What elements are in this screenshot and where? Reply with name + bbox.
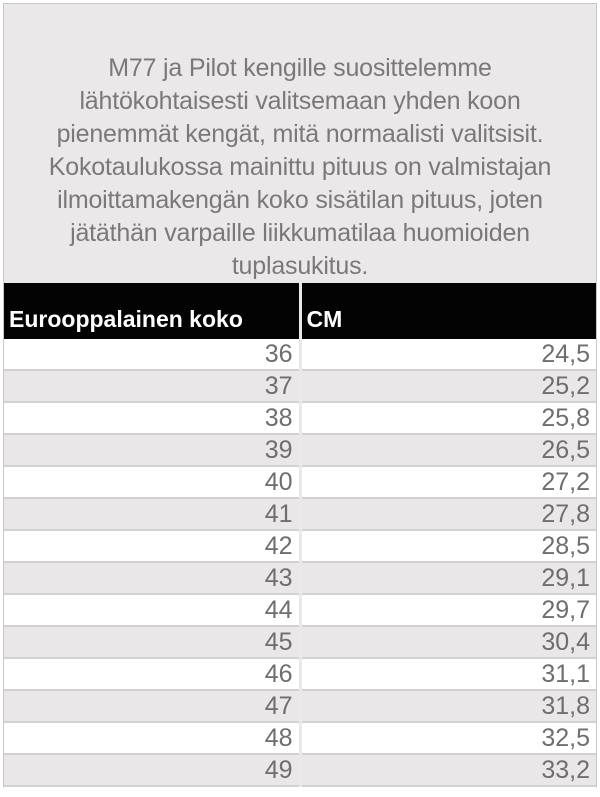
cm-cell: 27,8 (301, 497, 596, 529)
cm-cell: 29,7 (301, 593, 596, 625)
table-header-row: Eurooppalainen koko CM (4, 283, 596, 339)
cm-cell: 29,1 (301, 561, 596, 593)
european-size-cell: 38 (4, 401, 299, 433)
table-row: 41 27,8 (4, 497, 596, 529)
cm-cell: 31,8 (301, 689, 596, 721)
table-row: 39 26,5 (4, 433, 596, 465)
size-table-head: Eurooppalainen koko CM (4, 283, 596, 339)
table-row: 48 32,5 (4, 721, 596, 753)
cm-cell: 33,2 (301, 753, 596, 787)
table-row: 44 29,7 (4, 593, 596, 625)
european-size-cell: 37 (4, 369, 299, 401)
cm-cell: 31,1 (301, 657, 596, 689)
table-row: 49 33,2 (4, 753, 596, 787)
european-size-cell: 43 (4, 561, 299, 593)
european-size-cell: 44 (4, 593, 299, 625)
european-size-cell: 45 (4, 625, 299, 657)
table-row: 47 31,8 (4, 689, 596, 721)
table-row: 46 31,1 (4, 657, 596, 689)
cm-cell: 32,5 (301, 721, 596, 753)
cm-cell: 30,4 (301, 625, 596, 657)
cm-cell: 25,2 (301, 369, 596, 401)
cm-cell: 27,2 (301, 465, 596, 497)
size-table: Eurooppalainen koko CM 36 24,5 37 25,2 38 25,… (1, 283, 599, 787)
european-size-cell: 49 (4, 753, 299, 787)
european-size-cell: 39 (4, 433, 299, 465)
european-size-cell: 48 (4, 721, 299, 753)
cm-cell: 28,5 (301, 529, 596, 561)
european-size-cell: 42 (4, 529, 299, 561)
size-table-body: 36 24,5 37 25,2 38 25,8 39 26,5 40 27,2 41 27,8 42 28… (4, 339, 596, 787)
cm-cell: 26,5 (301, 433, 596, 465)
european-size-cell: 47 (4, 689, 299, 721)
european-size-cell: 41 (4, 497, 299, 529)
european-size-cell: 46 (4, 657, 299, 689)
table-row: 43 29,1 (4, 561, 596, 593)
cm-cell: 25,8 (301, 401, 596, 433)
size-guide-panel: M77 ja Pilot kengille suosittelemme läht… (3, 3, 597, 787)
column-header-european-size: Eurooppalainen koko (4, 283, 299, 339)
cm-cell: 24,5 (301, 339, 596, 369)
column-header-cm: CM (301, 283, 596, 339)
table-row: 37 25,2 (4, 369, 596, 401)
sizing-advice-text: M77 ja Pilot kengille suosittelemme läht… (48, 54, 552, 280)
european-size-cell: 36 (4, 339, 299, 369)
european-size-cell: 40 (4, 465, 299, 497)
table-row: 42 28,5 (4, 529, 596, 561)
table-row: 36 24,5 (4, 339, 596, 369)
table-row: 40 27,2 (4, 465, 596, 497)
table-row: 38 25,8 (4, 401, 596, 433)
table-row: 45 30,4 (4, 625, 596, 657)
